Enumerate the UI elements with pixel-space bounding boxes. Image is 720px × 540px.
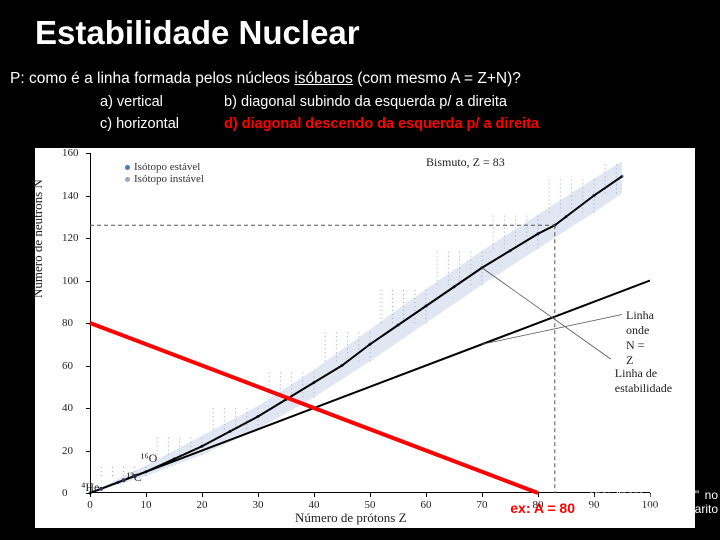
legend-unstable-dot [125,177,130,182]
y-tick-60: 60 [62,360,73,372]
stability-line-label: Linha de estabilidade [615,366,672,396]
c-label: ¹²C [127,470,142,485]
x-tick-10: 10 [141,499,152,511]
question-underline: isóbaros [294,70,353,87]
y-tick-160: 160 [62,147,79,159]
x-tick-50: 50 [365,499,376,511]
question-suffix: (com mesmo A = Z+N)? [353,70,521,87]
option-b: b) diagonal subindo da esquerda p/ a dir… [224,94,507,110]
example-label: ex: A = 80 [510,500,575,516]
he-label: ⁴He [81,480,99,495]
legend-stable-text: Isótopo estável [134,161,200,173]
x-tick-30: 30 [253,499,264,511]
options-block: a) vertical b) diagonal subindo da esque… [100,94,539,138]
y-tick-100: 100 [62,275,79,287]
x-tick-0: 0 [87,499,93,511]
bismuth-label: Bismuto, Z = 83 [426,155,505,170]
option-c: c) horizontal [100,116,220,132]
legend-stable-dot [125,165,130,170]
option-d: d) diagonal descendo da esquerda p/ a di… [224,116,539,132]
option-a: a) vertical [100,94,220,110]
y-tick-20: 20 [62,445,73,457]
plot-svg [90,153,650,493]
nz-line-label: Linha onde N = Z [626,308,654,368]
x-tick-60: 60 [421,499,432,511]
chart-panel: Número de nêutrons N Número de prótons Z… [35,148,695,528]
observation-note: obs: "pare e pense" no livro está com ga… [588,488,718,530]
y-tick-140: 140 [62,190,79,202]
y-axis-label: Número de nêutrons N [30,179,46,298]
y-tick-80: 80 [62,317,73,329]
y-tick-0: 0 [62,487,68,499]
page-title: Estabilidade Nuclear [35,14,360,52]
plot-area: Isótopo estável Isótopo instável 0102030… [90,153,650,493]
x-tick-70: 70 [477,499,488,511]
y-tick-120: 120 [62,232,79,244]
question-text: P: como é a linha formada pelos núcleos … [10,70,521,88]
legend-unstable-text: Isótopo instável [134,173,204,185]
x-axis-label: Número de prótons Z [295,510,407,526]
y-tick-40: 40 [62,402,73,414]
x-tick-20: 20 [197,499,208,511]
chart-legend: Isótopo estável Isótopo instável [125,161,204,185]
question-prefix: P: como é a linha formada pelos núcleos [10,70,294,87]
x-tick-40: 40 [309,499,320,511]
o-label: ¹⁶O [141,451,157,466]
